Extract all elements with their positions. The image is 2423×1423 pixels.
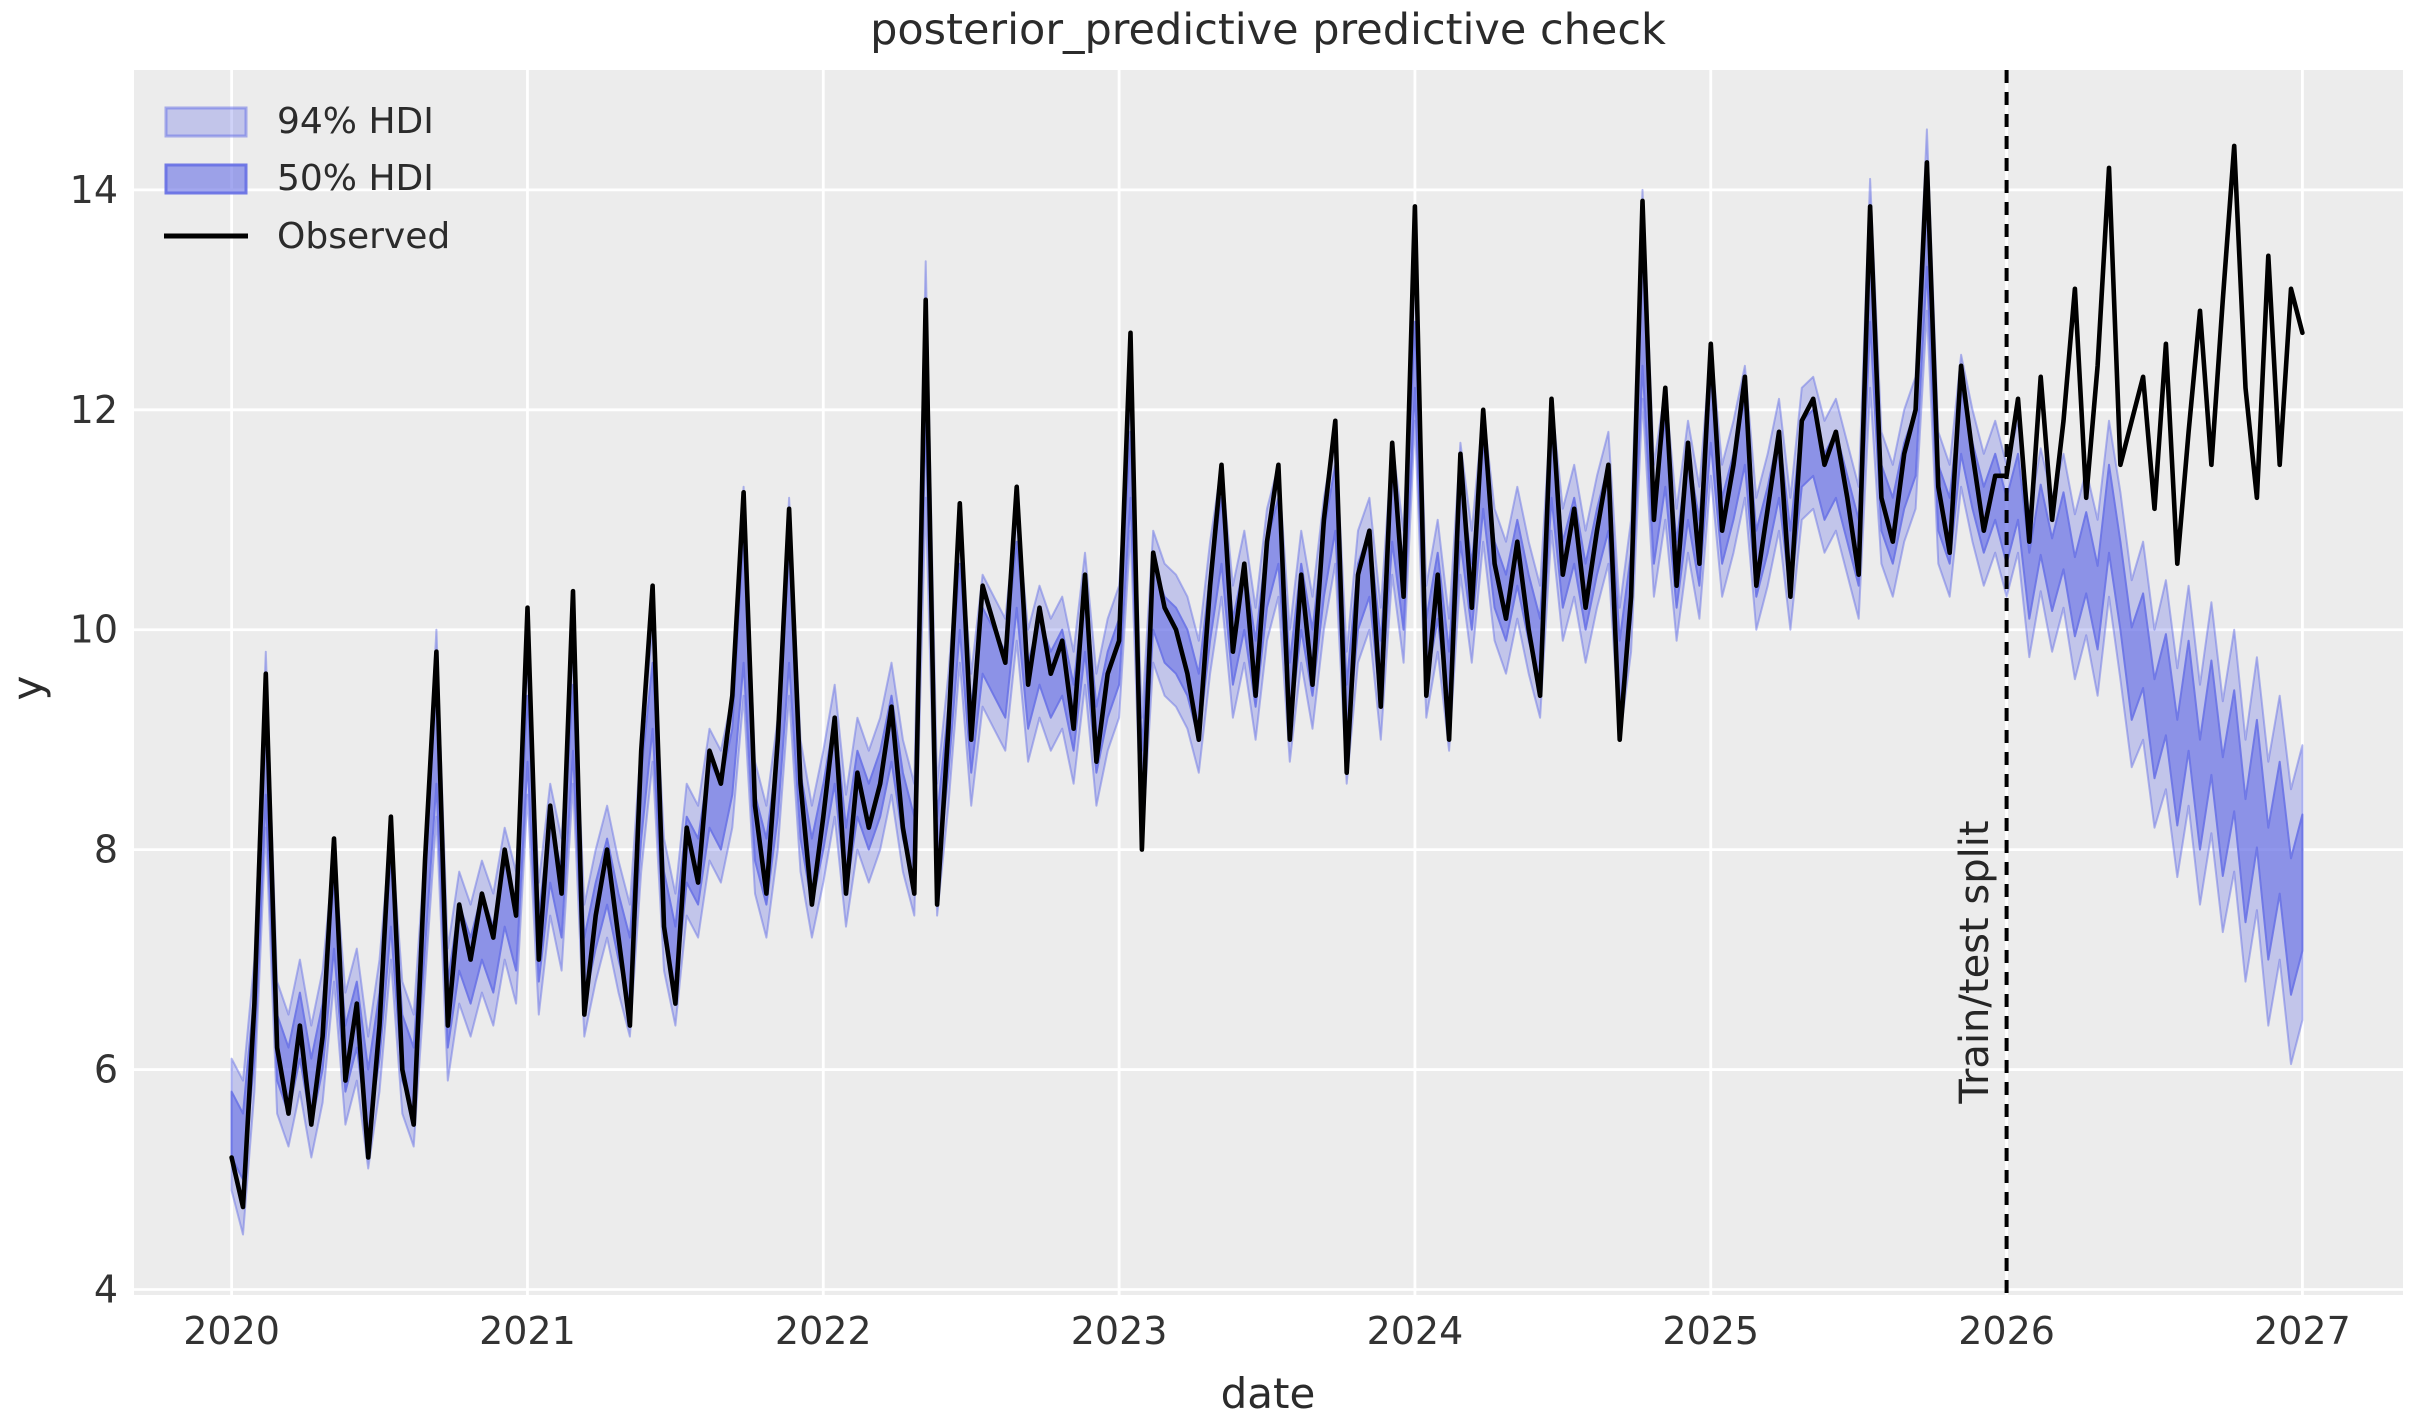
plot-background	[134, 70, 2403, 1295]
x-tick-label: 2022	[775, 1309, 872, 1353]
y-tick-label: 4	[94, 1268, 118, 1312]
gridlines	[134, 70, 2403, 1295]
y-tick-label: 12	[70, 388, 118, 432]
x-tick-label: 2021	[479, 1309, 576, 1353]
y-tick-label: 8	[94, 828, 118, 872]
observed-series	[229, 143, 2305, 1210]
x-axis-label: date	[1221, 1369, 1316, 1418]
x-tick-label: 2023	[1071, 1309, 1168, 1353]
y-tick-label: 10	[70, 608, 118, 652]
x-tick-label: 2025	[1662, 1309, 1759, 1353]
x-tick-label: 2024	[1367, 1309, 1464, 1353]
x-tick-label: 2020	[183, 1309, 280, 1353]
legend-label-observed: Observed	[277, 216, 450, 257]
train-test-split-label: Train/test split	[1952, 820, 1998, 1104]
legend: 94% HDI 50% HDI Observed	[164, 101, 450, 257]
y-tick-label: 14	[70, 168, 118, 212]
plot-panel	[134, 70, 2403, 1295]
legend-label-50-hdi: 50% HDI	[277, 158, 434, 199]
chart-title: posterior_predictive predictive check	[870, 5, 1666, 55]
y-tick-label: 6	[94, 1048, 118, 1092]
legend-swatch-50-hdi	[164, 163, 248, 195]
x-tick-label: 2026	[1958, 1309, 2055, 1353]
observed-line	[229, 143, 2305, 1210]
legend-swatch-94-hdi	[164, 106, 248, 138]
y-axis-label: y	[3, 676, 52, 701]
x-tick-label: 2027	[2254, 1309, 2351, 1353]
tick-labels: 2020 2021 2022 2023 2024 2025 2026 2027 4 6 8 10 12 1…	[70, 168, 2351, 1353]
hdi-94-band	[230, 128, 2304, 1236]
legend-label-94-hdi: 94% HDI	[277, 101, 434, 142]
